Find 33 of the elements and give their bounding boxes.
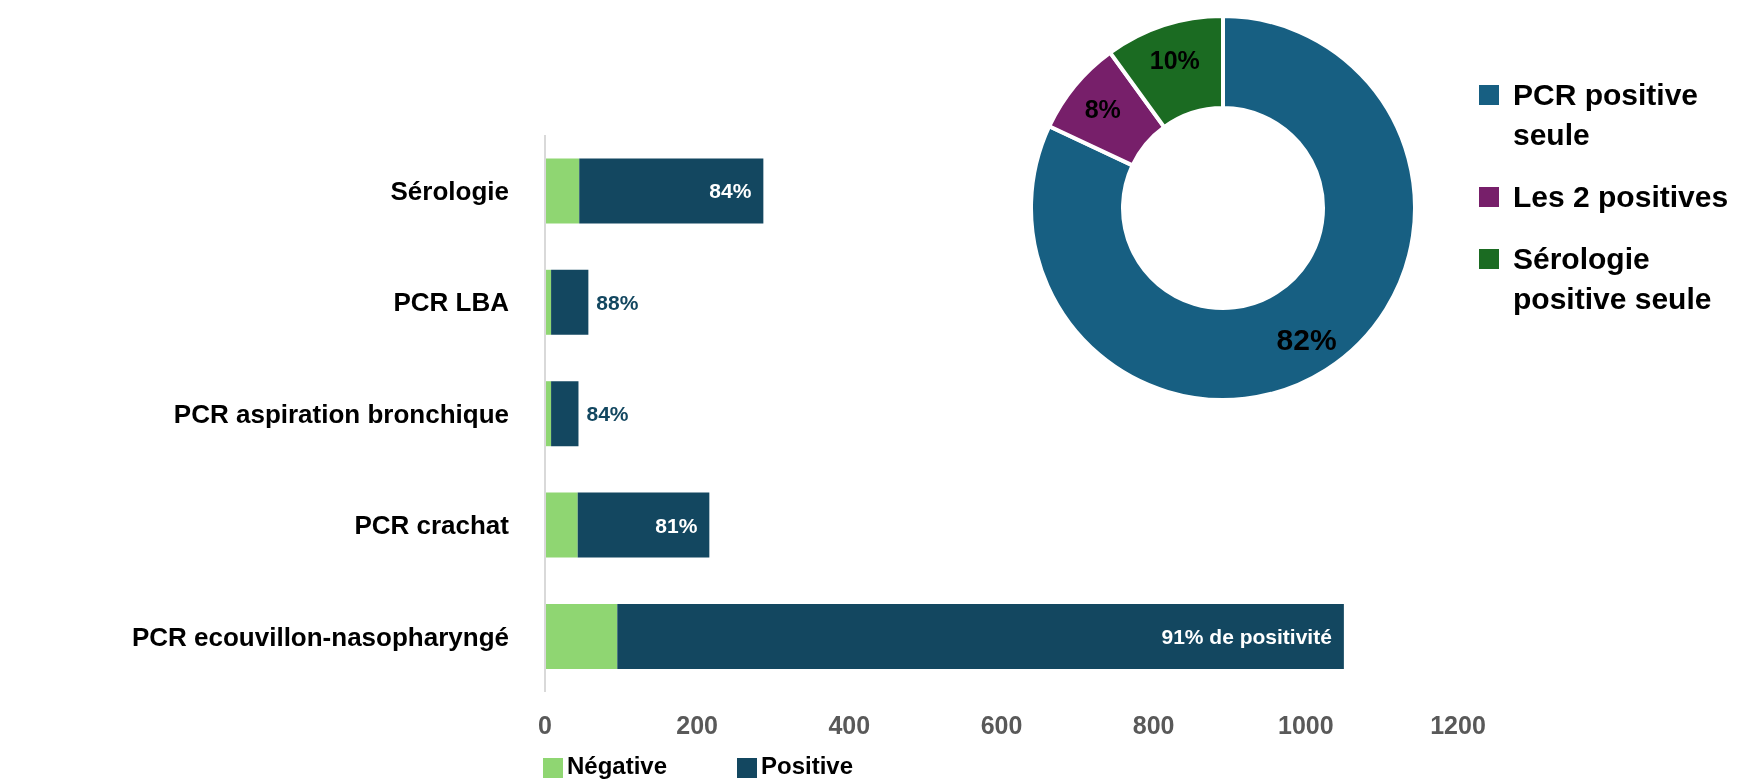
y-tick-label: PCR ecouvillon-nasopharyngé	[131, 621, 509, 652]
legend-label: Positive	[761, 752, 854, 779]
legend-label: Négative	[566, 752, 667, 779]
bar	[579, 158, 764, 224]
y-tick-label: Sérologie	[390, 175, 509, 206]
x-tick-label: 600	[980, 710, 1023, 739]
legend-label: Sérologie positive seule	[1513, 241, 1713, 317]
annotation: 84%	[586, 402, 629, 426]
annotation: 81%	[655, 513, 698, 537]
data-label: 10%	[1149, 45, 1200, 74]
bar	[551, 381, 579, 447]
x-tick-label: 400	[828, 710, 871, 739]
annotation: 88%	[596, 290, 639, 314]
bar	[617, 603, 1344, 669]
y-tick-label: PCR aspiration bronchique	[173, 398, 509, 429]
x-tick-label: 1000	[1278, 710, 1334, 739]
bar	[545, 158, 580, 224]
data-label: 8%	[1084, 94, 1121, 123]
legend-label: Les 2 positives	[1513, 179, 1729, 215]
data-label: 82%	[1276, 323, 1337, 357]
legend-label: PCR positive seule	[1513, 77, 1700, 153]
x-tick-label: 200	[676, 710, 719, 739]
x-tick-label: 1200	[1430, 710, 1486, 739]
y-tick-label: PCR crachat	[354, 510, 510, 541]
bar	[545, 492, 578, 558]
y-tick-label: PCR LBA	[393, 287, 510, 318]
x-tick-label: 800	[1132, 710, 1175, 739]
bar	[551, 269, 589, 335]
x-tick-label: 0	[538, 710, 552, 739]
bar	[545, 603, 618, 669]
annotation: 84%	[709, 179, 752, 203]
bar	[577, 492, 710, 558]
annotation: 91% de positivité	[1161, 624, 1332, 648]
